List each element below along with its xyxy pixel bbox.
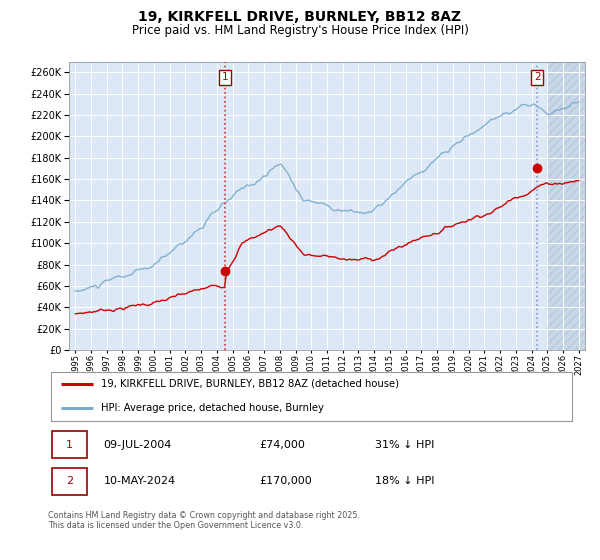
Text: 18% ↓ HPI: 18% ↓ HPI <box>376 476 435 486</box>
Text: 09-JUL-2004: 09-JUL-2004 <box>103 440 172 450</box>
FancyBboxPatch shape <box>52 468 86 494</box>
Text: 10-MAY-2024: 10-MAY-2024 <box>103 476 176 486</box>
FancyBboxPatch shape <box>50 372 572 421</box>
Text: 19, KIRKFELL DRIVE, BURNLEY, BB12 8AZ (detached house): 19, KIRKFELL DRIVE, BURNLEY, BB12 8AZ (d… <box>101 379 399 389</box>
Text: 31% ↓ HPI: 31% ↓ HPI <box>376 440 435 450</box>
FancyBboxPatch shape <box>52 431 86 458</box>
Text: 2: 2 <box>534 72 541 82</box>
Bar <box>547 62 585 350</box>
Text: HPI: Average price, detached house, Burnley: HPI: Average price, detached house, Burn… <box>101 403 323 413</box>
Text: 2: 2 <box>66 476 73 486</box>
Text: Price paid vs. HM Land Registry's House Price Index (HPI): Price paid vs. HM Land Registry's House … <box>131 24 469 36</box>
Text: 1: 1 <box>222 72 229 82</box>
Text: Contains HM Land Registry data © Crown copyright and database right 2025.
This d: Contains HM Land Registry data © Crown c… <box>48 511 360 530</box>
Text: £170,000: £170,000 <box>259 476 312 486</box>
Text: £74,000: £74,000 <box>259 440 305 450</box>
Bar <box>547 62 585 350</box>
Text: 1: 1 <box>66 440 73 450</box>
Text: 19, KIRKFELL DRIVE, BURNLEY, BB12 8AZ: 19, KIRKFELL DRIVE, BURNLEY, BB12 8AZ <box>139 10 461 24</box>
